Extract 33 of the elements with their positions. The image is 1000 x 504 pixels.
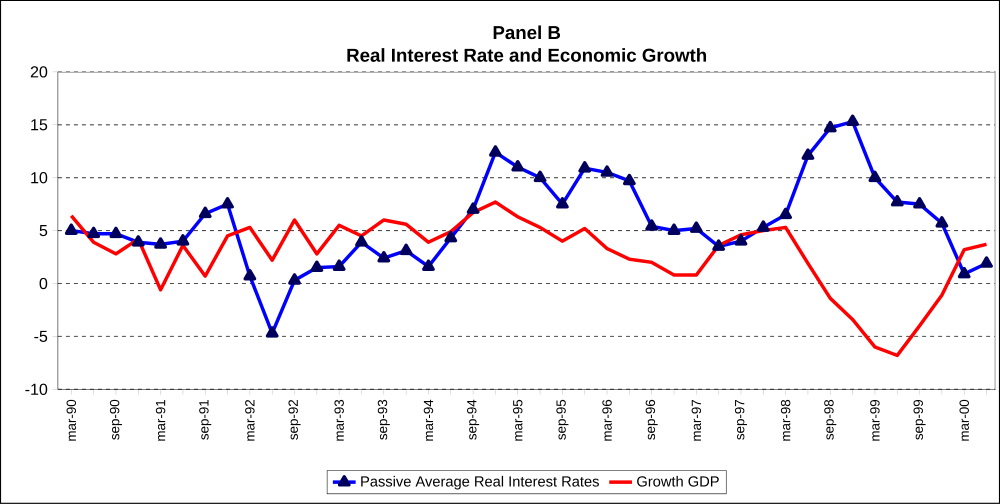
chart-subtitle: Real Interest Rate and Economic Growth [347,48,706,62]
y-tick-label: -5 [34,330,48,342]
y-tick-label: 20 [30,66,48,78]
x-tick-label: sep-97 [734,400,748,440]
x-tick-label: mar-94 [424,400,434,441]
x-tick-label: mar-96 [602,400,612,441]
x-tick-label: sep-92 [288,400,301,440]
x-tick-label: sep-94 [467,400,480,440]
y-tick-label: 0 [40,278,48,290]
x-tick-label: mar-97 [692,400,702,441]
x-tick-label: mar-95 [513,400,522,441]
x-tick-label: sep-98 [824,400,836,440]
x-tick-label: mar-90 [66,400,76,441]
x-tick-label: mar-00 [959,400,969,441]
x-tick-label: sep-99 [914,400,926,440]
x-tick-label: sep-95 [556,400,568,440]
x-tick-label: sep-90 [110,400,122,440]
x-tick-label: mar-93 [334,400,344,441]
chart-title: Panel B [494,26,560,40]
x-tick-label: mar-91 [156,400,166,441]
legend-label: Growth GDP [637,476,719,487]
legend-label: Passive Average Real Interest Rates [361,476,599,490]
y-tick-label: 10 [31,172,48,184]
y-tick-label: 5 [40,225,48,236]
x-tick-label: mar-92 [245,400,255,441]
x-tick-label: sep-93 [378,400,390,440]
x-tick-label: mar-99 [870,400,880,441]
line-series [70,200,988,358]
x-tick-label: sep-96 [646,400,658,440]
x-tick-label: mar-98 [780,400,790,441]
y-tick-label: 15 [31,119,48,130]
y-tick-label: -10 [25,384,48,396]
x-tick-label: sep-91 [199,400,212,440]
